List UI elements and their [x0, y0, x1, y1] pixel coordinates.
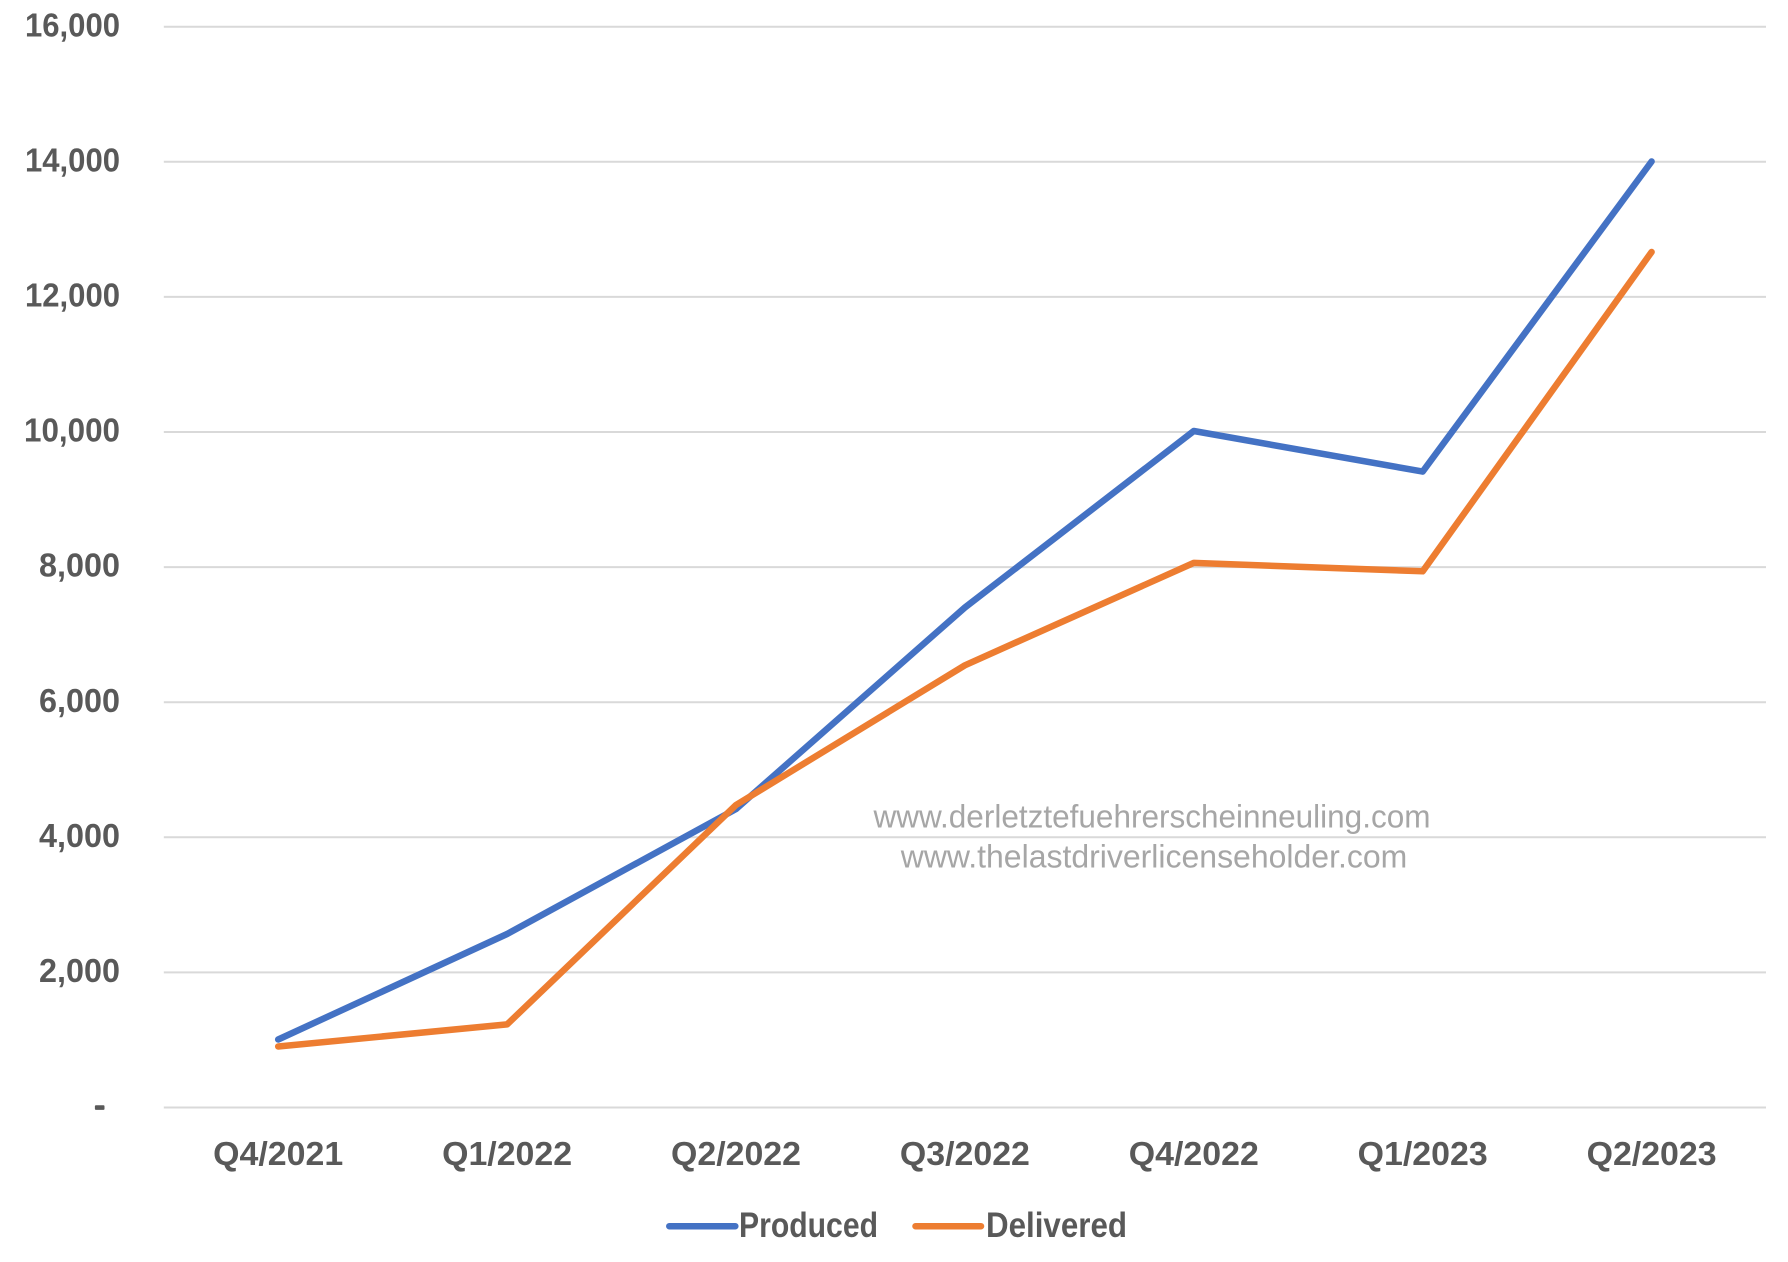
svg-text:16,000: 16,000: [25, 6, 120, 43]
svg-text:14,000: 14,000: [25, 141, 120, 178]
svg-text:10,000: 10,000: [24, 412, 120, 449]
svg-text:Q4/2022: Q4/2022: [1129, 1135, 1259, 1172]
svg-text:12,000: 12,000: [25, 277, 120, 314]
svg-text:www.thelastdriverlicenseholder: www.thelastdriverlicenseholder.com: [900, 838, 1407, 874]
svg-text:Q1/2023: Q1/2023: [1358, 1135, 1488, 1172]
svg-text:Q4/2021: Q4/2021: [213, 1135, 343, 1172]
svg-text:6,000: 6,000: [39, 682, 120, 719]
svg-text:Q2/2023: Q2/2023: [1587, 1135, 1717, 1172]
svg-text:www.derletztefuehrerscheinneul: www.derletztefuehrerscheinneuling.com: [873, 799, 1431, 835]
svg-text:2,000: 2,000: [39, 952, 120, 989]
svg-text:Q2/2022: Q2/2022: [671, 1135, 801, 1172]
svg-text:8,000: 8,000: [39, 547, 120, 584]
svg-text:Q1/2022: Q1/2022: [442, 1135, 572, 1172]
svg-text:Q3/2022: Q3/2022: [900, 1135, 1030, 1172]
svg-text:Produced: Produced: [739, 1206, 878, 1245]
svg-text:Delivered: Delivered: [986, 1206, 1127, 1245]
svg-text:4,000: 4,000: [39, 817, 120, 854]
